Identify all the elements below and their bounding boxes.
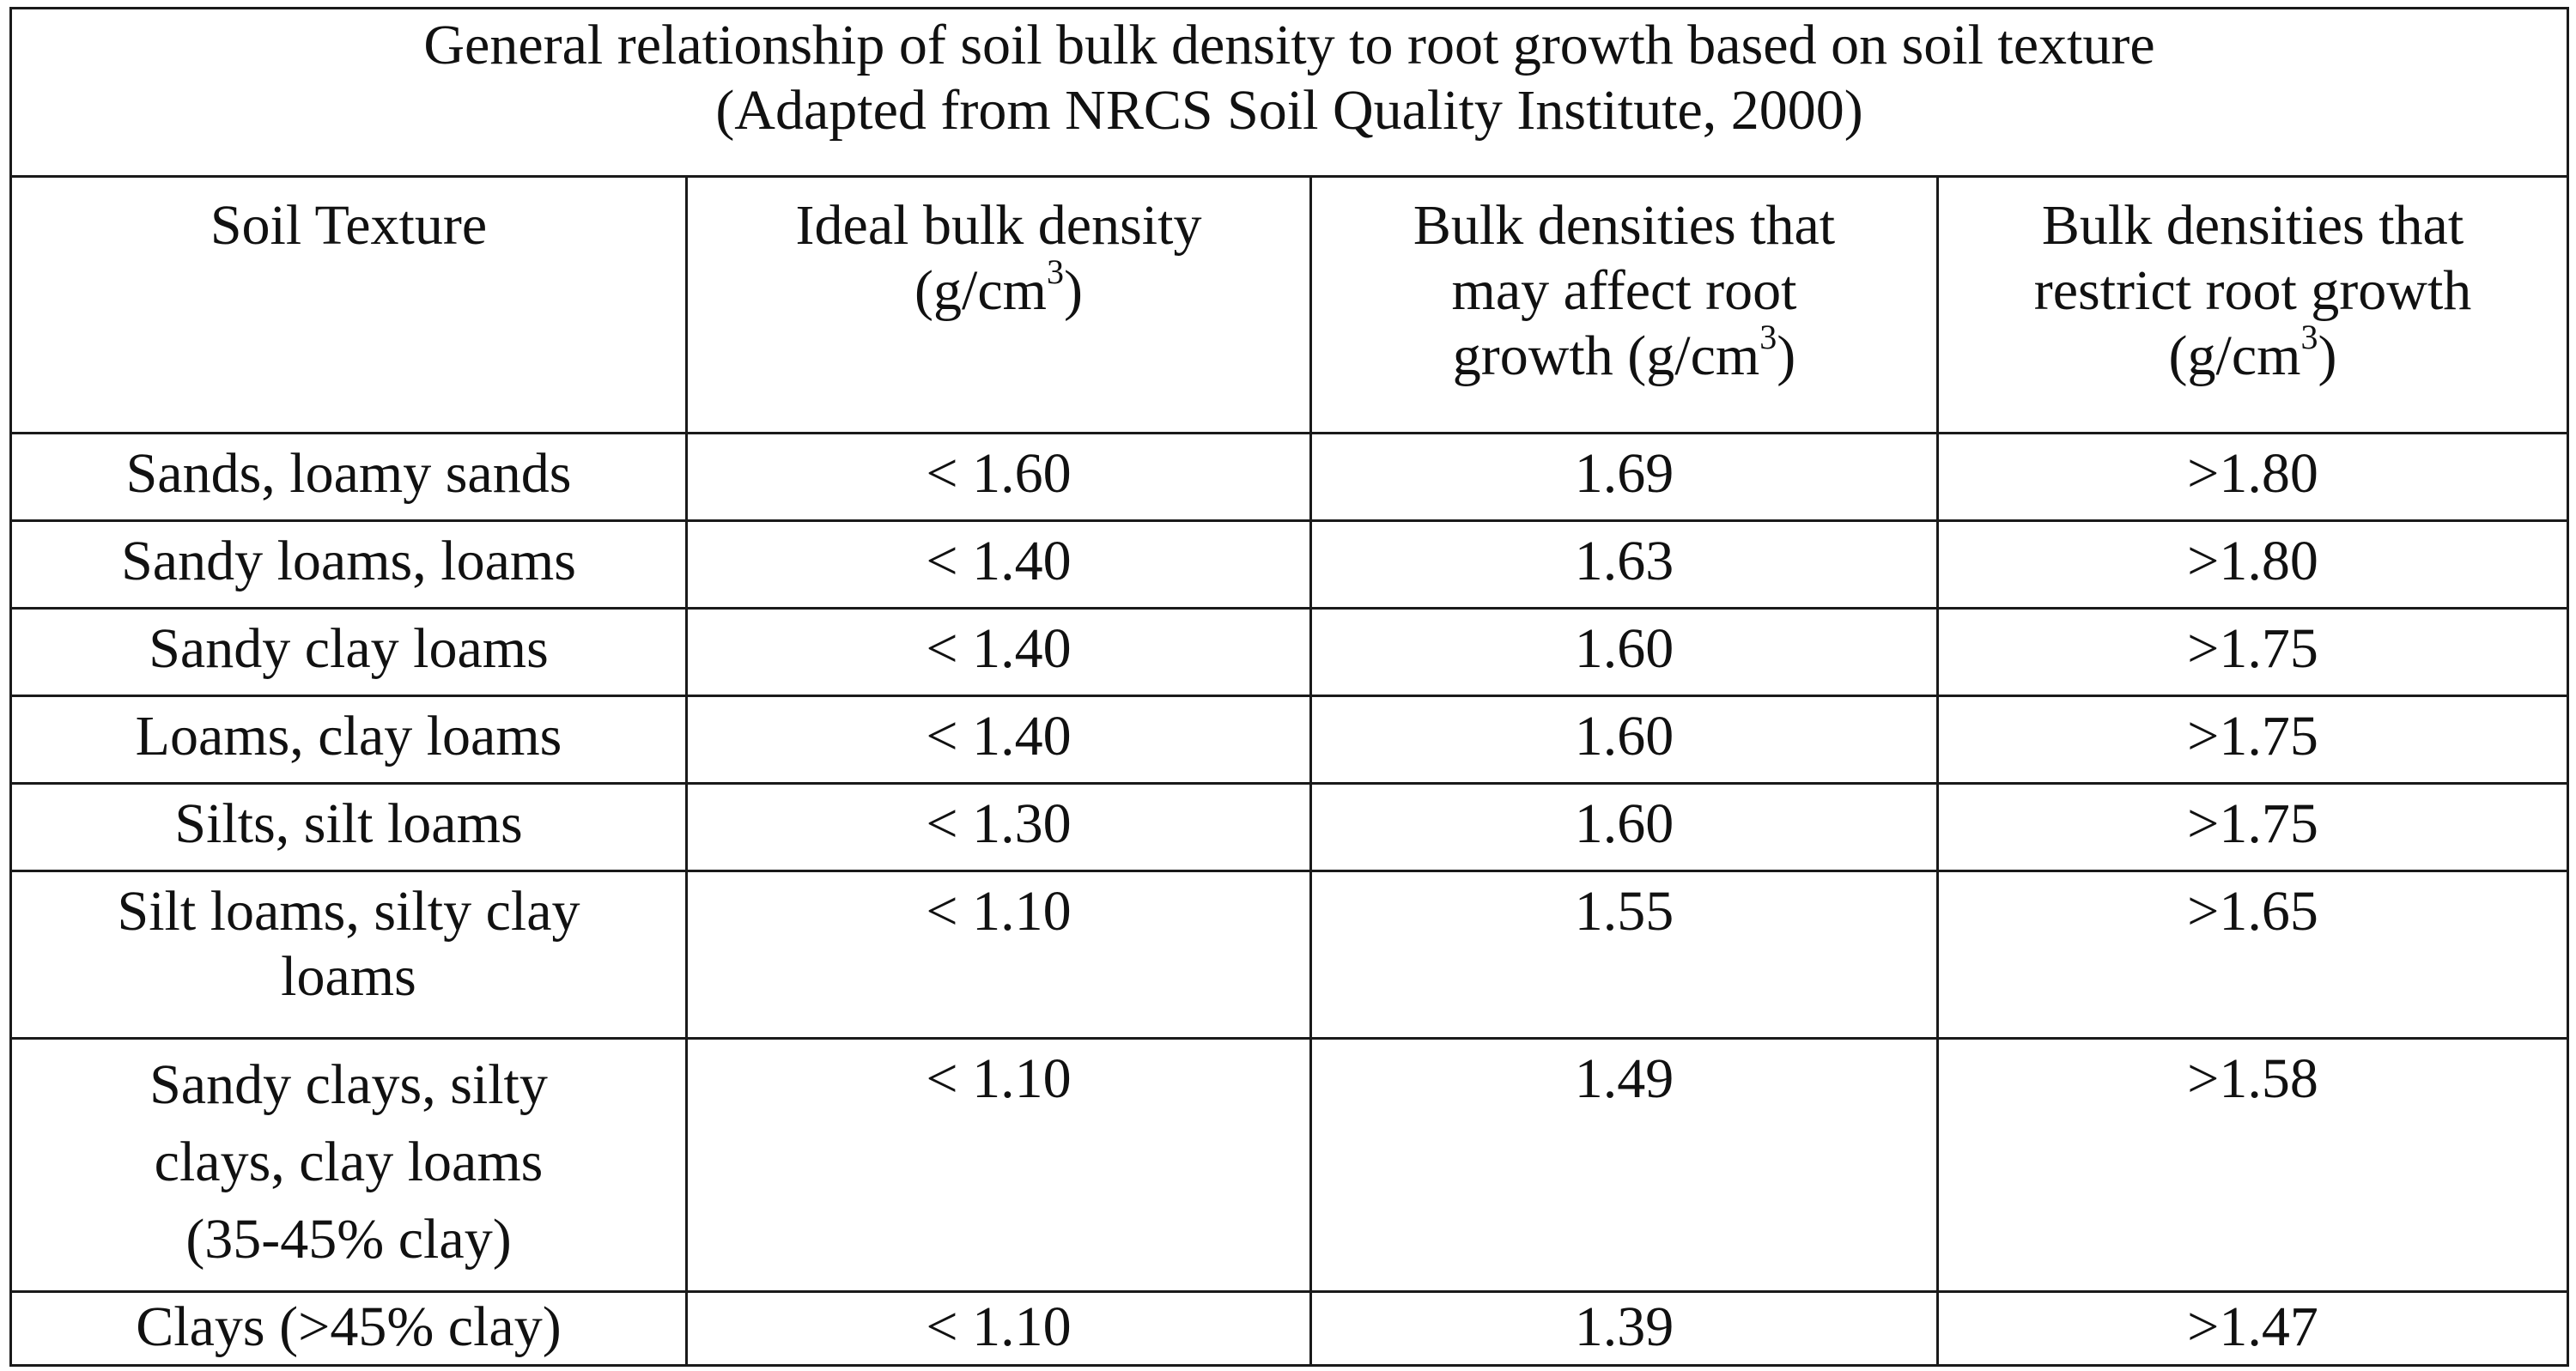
header-row: Soil Texture Ideal bulk density (g/cm3) …: [9, 175, 2570, 434]
cell-affect: 1.60: [1309, 782, 1939, 872]
table-row: Sandy clays, silty clays, clay loams (35…: [9, 1037, 2570, 1293]
cell-ideal: < 1.10: [685, 870, 1312, 1040]
table-row: Sandy clay loams < 1.40 1.60 >1.75: [9, 607, 2570, 697]
cell-affect: 1.60: [1309, 695, 1939, 785]
cell-texture: Sandy clays, silty clays, clay loams (35…: [9, 1037, 688, 1293]
cell-restrict: >1.75: [1935, 782, 2570, 872]
cell-restrict: >1.75: [1935, 695, 2570, 785]
cell-ideal: < 1.40: [685, 607, 1312, 697]
cell-texture: Silt loams, silty clay loams: [9, 870, 688, 1040]
cell-restrict: >1.75: [1935, 607, 2570, 697]
cell-ideal: < 1.40: [685, 695, 1312, 785]
cell-affect: 1.39: [1309, 1290, 1939, 1367]
table-title-row: General relationship of soil bulk densit…: [9, 7, 2570, 178]
cell-restrict: >1.47: [1935, 1290, 2570, 1367]
cell-restrict: >1.65: [1935, 870, 2570, 1040]
table-title-line-2: (Adapted from NRCS Soil Quality Institut…: [715, 79, 1863, 142]
cell-ideal: < 1.30: [685, 782, 1312, 872]
cell-texture: Silts, silt loams: [9, 782, 688, 872]
cell-texture: Sands, loamy sands: [9, 432, 688, 522]
cell-ideal: < 1.40: [685, 519, 1312, 610]
bulk-density-table: General relationship of soil bulk densit…: [9, 7, 2570, 1367]
table-title: General relationship of soil bulk densit…: [9, 7, 2570, 178]
cell-ideal: < 1.10: [685, 1037, 1312, 1293]
cell-texture: Clays (>45% clay): [9, 1290, 688, 1367]
cell-texture: Sandy clay loams: [9, 607, 688, 697]
table-row: Sandy loams, loams < 1.40 1.63 >1.80: [9, 519, 2570, 610]
cell-affect: 1.55: [1309, 870, 1939, 1040]
header-may-affect-root-growth: Bulk densities that may affect root grow…: [1309, 175, 1939, 434]
table-title-line-1: General relationship of soil bulk densit…: [423, 14, 2155, 76]
table-row: Silt loams, silty clay loams < 1.10 1.55…: [9, 870, 2570, 1040]
cell-affect: 1.60: [1309, 607, 1939, 697]
cell-ideal: < 1.10: [685, 1290, 1312, 1367]
cell-restrict: >1.80: [1935, 432, 2570, 522]
cell-ideal: < 1.60: [685, 432, 1312, 522]
cell-affect: 1.49: [1309, 1037, 1939, 1293]
cell-restrict: >1.80: [1935, 519, 2570, 610]
header-soil-texture: Soil Texture: [9, 175, 688, 434]
table-row: Sands, loamy sands < 1.60 1.69 >1.80: [9, 432, 2570, 522]
header-restrict-root-growth: Bulk densities that restrict root growth…: [1935, 175, 2570, 434]
table-row: Clays (>45% clay) < 1.10 1.39 >1.47: [9, 1290, 2570, 1367]
cell-restrict: >1.58: [1935, 1037, 2570, 1293]
cell-texture: Loams, clay loams: [9, 695, 688, 785]
cell-texture: Sandy loams, loams: [9, 519, 688, 610]
table-row: Silts, silt loams < 1.30 1.60 >1.75: [9, 782, 2570, 872]
cell-affect: 1.69: [1309, 432, 1939, 522]
header-ideal-bulk-density: Ideal bulk density (g/cm3): [685, 175, 1312, 434]
cell-affect: 1.63: [1309, 519, 1939, 610]
table-row: Loams, clay loams < 1.40 1.60 >1.75: [9, 695, 2570, 785]
